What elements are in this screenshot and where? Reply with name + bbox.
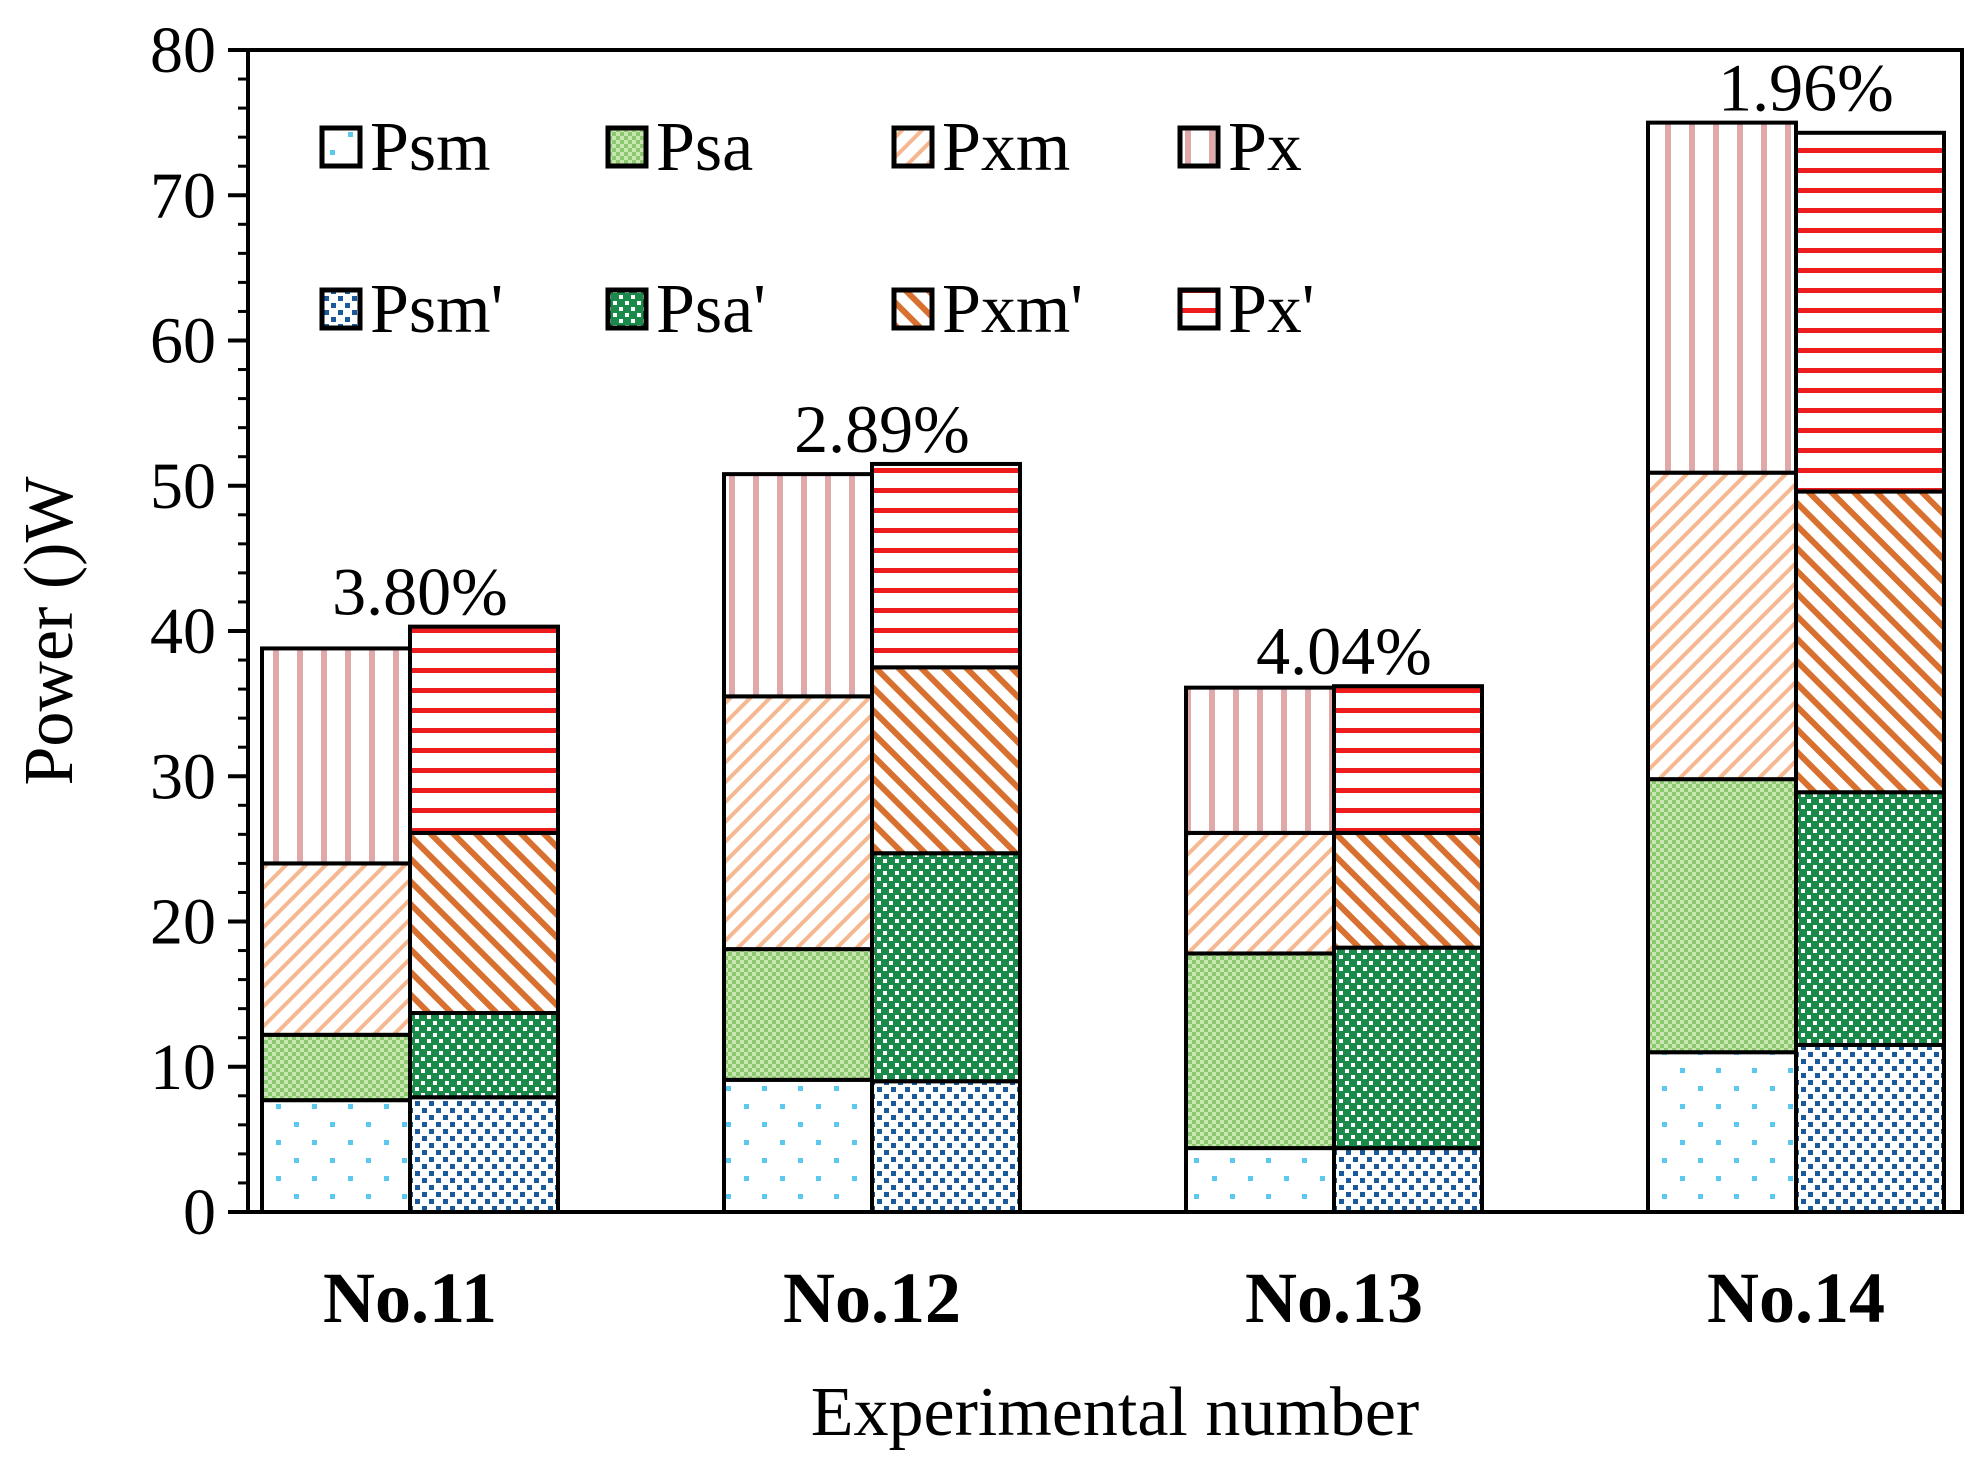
bar-no-12-psm (722, 1077, 874, 1215)
legend-label-pxm: Pxm (942, 109, 1070, 186)
y-tick-label-10: 10 (150, 1031, 216, 1104)
bar-no-13-pxm-prime (1332, 830, 1484, 950)
legend-label-px: Px (1228, 109, 1302, 186)
bar-no-14-pxm-prime (1794, 489, 1946, 795)
bar-no-13-psa-prime (1332, 945, 1484, 1151)
y-tick-label-50: 50 (150, 450, 216, 523)
bar-no-11-px-prime (408, 624, 560, 835)
legend-swatch-px (1177, 125, 1221, 169)
bar-no-14-px-prime (1794, 130, 1946, 494)
bar-no-13-psm-prime (1332, 1146, 1484, 1214)
annotation-no-11: 3.80% (332, 554, 508, 630)
legend-swatch-psm-prime (319, 287, 363, 331)
legend-label-psa: Psa (656, 109, 753, 186)
axes: 0 10 20 30 40 50 60 70 80 Power ()W Experimental n… (11, 14, 1964, 1451)
bar-no-11-psa-prime (408, 1011, 560, 1100)
bar-no-12-psa-prime (870, 851, 1022, 1084)
x-tick-label-no-13: No.13 (1245, 1258, 1423, 1338)
bar-no-12-px (722, 472, 874, 699)
legend-swatch-pxm (891, 125, 935, 169)
annotation-no-12: 2.89% (794, 391, 970, 467)
legend-swatch-pxm-prime (891, 287, 935, 331)
y-tick-label-30: 30 (150, 740, 216, 813)
y-axis-title: Power ()W (11, 476, 88, 785)
bar-no-13-px-prime (1332, 684, 1484, 835)
bar-no-13-pxm (1184, 830, 1336, 956)
legend-label-psa-prime: Psa' (656, 271, 766, 348)
bar-no-14-pxm (1646, 470, 1798, 782)
legend-label-psm: Psm (370, 109, 491, 186)
bar-no-14-psa-prime (1794, 790, 1946, 1047)
annotation-no-14: 1.96% (1718, 50, 1894, 126)
bar-no-11-px (260, 646, 412, 866)
bar-no-11-psm-prime (408, 1095, 560, 1214)
bar-no-14-psm (1646, 1050, 1798, 1214)
bar-no-13-psa (1184, 951, 1336, 1151)
y-tick-label-0: 0 (183, 1176, 216, 1249)
bar-no-13-px (1184, 685, 1336, 835)
annotation-no-13: 4.04% (1256, 613, 1432, 689)
y-tick-label-80: 80 (150, 14, 216, 87)
legend-swatch-px-prime (1177, 287, 1221, 331)
x-tick-label-no-14: No.14 (1707, 1258, 1885, 1338)
y-tick-label-20: 20 (150, 886, 216, 959)
bar-no-14-px (1646, 120, 1798, 475)
bar-no-12-pxm-prime (870, 665, 1022, 856)
bar-no-14-psa (1646, 777, 1798, 1055)
y-tick-label-70: 70 (150, 159, 216, 232)
bar-no-13-psm (1184, 1146, 1336, 1214)
legend-swatch-psa-prime (605, 287, 649, 331)
y-tick-label-40: 40 (150, 595, 216, 668)
legend-label-px-prime: Px' (1228, 271, 1315, 348)
legend: Psm Psa Pxm Px Psm' Psa' Pxm' Px' (319, 109, 1315, 348)
bar-no-11-pxm (260, 861, 412, 1037)
legend-swatch-psm (319, 125, 363, 169)
bar-no-11-psa (260, 1032, 412, 1103)
bar-no-12-psm-prime (870, 1079, 1022, 1215)
bar-no-11-pxm-prime (408, 830, 560, 1016)
legend-swatch-psa (605, 125, 649, 169)
bar-no-12-pxm (722, 694, 874, 952)
legend-label-pxm-prime: Pxm' (942, 271, 1083, 348)
x-axis-title: Experimental number (811, 1374, 1419, 1451)
bar-no-14-psm-prime (1794, 1042, 1946, 1215)
y-tick-label-60: 60 (150, 305, 216, 378)
bar-no-11-psm (260, 1098, 412, 1214)
x-tick-label-no-11: No.11 (323, 1258, 497, 1338)
x-tick-label-no-12: No.12 (783, 1258, 961, 1338)
plot-area: 3.80% 2.89% 4.04% 1.96% (260, 50, 1946, 1215)
bar-no-12-psa (722, 947, 874, 1082)
bar-no-12-px-prime (870, 461, 1022, 670)
legend-label-psm-prime: Psm' (370, 271, 503, 348)
